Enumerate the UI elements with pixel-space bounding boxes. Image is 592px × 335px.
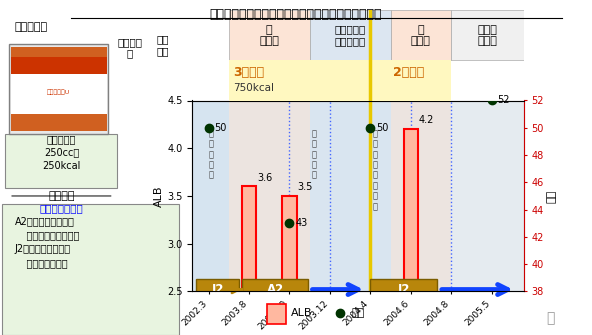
Text: J2: J2	[211, 283, 224, 296]
Bar	[197, 279, 239, 300]
Text: 粥
刻み食: 粥 刻み食	[411, 24, 431, 46]
Bar	[267, 304, 286, 324]
Text: 50: 50	[377, 123, 389, 133]
Text: 体重: 体重	[351, 308, 365, 318]
Bar	[11, 47, 107, 131]
Text: A2: A2	[266, 283, 284, 296]
Bar	[229, 60, 391, 100]
Text: 52: 52	[498, 95, 510, 106]
Y-axis label: ALB: ALB	[155, 185, 165, 207]
Bar	[11, 74, 107, 114]
Bar	[242, 186, 256, 291]
Text: エンシュ
ア: エンシュ ア	[117, 37, 143, 58]
Text: 新
義
歯
と
訓
練
開
始: 新 義 歯 と 訓 練 開 始	[372, 129, 377, 211]
Text: J2: J2	[397, 283, 410, 296]
Text: 3.6: 3.6	[257, 173, 272, 183]
Bar	[391, 100, 451, 291]
Text: 粥
刻み食: 粥 刻み食	[259, 24, 279, 46]
Text: ALB: ALB	[291, 308, 313, 318]
Y-axis label: 体重: 体重	[547, 189, 557, 203]
Text: 750kcal: 750kcal	[233, 83, 274, 93]
Bar	[229, 100, 310, 291]
Text: 全身状態: 全身状態	[48, 191, 75, 201]
Text: 🔈: 🔈	[546, 311, 555, 325]
Text: 誤
嚥
性
肺
炎: 誤 嚥 性 肺 炎	[311, 129, 317, 180]
Bar	[11, 57, 107, 74]
Bar	[451, 10, 524, 60]
Text: 43: 43	[295, 218, 308, 228]
Bar	[310, 10, 391, 60]
Bar	[451, 100, 524, 291]
FancyBboxPatch shape	[2, 204, 179, 335]
Bar	[391, 60, 451, 100]
FancyBboxPatch shape	[9, 44, 108, 134]
Bar	[391, 10, 451, 60]
Bar	[310, 100, 391, 291]
Text: 普通食
普通食: 普通食 普通食	[478, 24, 497, 46]
Text: 脳
梗
塞
発
症: 脳 梗 塞 発 症	[208, 129, 214, 180]
Text: 日常生活自立度: 日常生活自立度	[40, 203, 83, 213]
Text: エンシュア
250cc缶
250kcal: エンシュア 250cc缶 250kcal	[42, 134, 81, 171]
Text: 新義歯と嚥下訓練での、栄養と全身状態の改善経過: 新義歯と嚥下訓練での、栄養と全身状態の改善経過	[210, 8, 382, 21]
Text: 主食
副食: 主食 副食	[156, 35, 169, 56]
Text: 50: 50	[215, 123, 227, 133]
Text: A2：屋内の生活自立
    日中寝たり起きたり
J2：障害あるが自立
    近所へ外出する: A2：屋内の生活自立 日中寝たり起きたり J2：障害あるが自立 近所へ外出する	[14, 216, 80, 268]
Bar	[404, 129, 418, 291]
FancyBboxPatch shape	[5, 134, 117, 188]
Text: ミキサー粥
ミキサー食: ミキサー粥 ミキサー食	[334, 24, 366, 46]
Text: 補助栄養剤: 補助栄養剤	[14, 22, 47, 32]
Bar	[370, 279, 437, 300]
Text: 4.2: 4.2	[419, 115, 434, 125]
Text: エンシュアU: エンシュアU	[47, 89, 70, 95]
Text: 3.5: 3.5	[298, 182, 313, 192]
Bar	[282, 196, 297, 291]
Bar	[229, 10, 310, 60]
Bar	[242, 279, 308, 300]
Text: 2缶／日: 2缶／日	[392, 66, 424, 79]
Text: 3缶／日: 3缶／日	[233, 66, 264, 79]
